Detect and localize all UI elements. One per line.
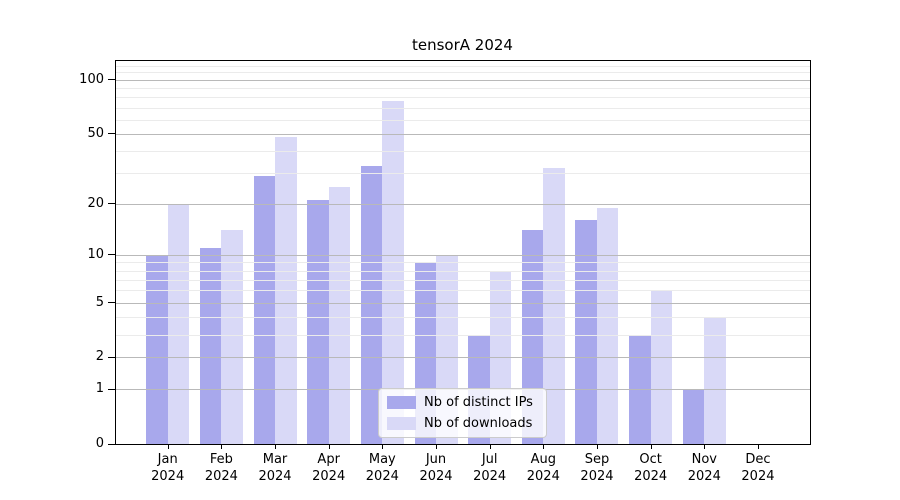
y-grid-minor bbox=[116, 150, 810, 152]
y-grid-major bbox=[116, 254, 810, 256]
y-tick-label: 50 bbox=[87, 125, 104, 141]
x-tick-mark bbox=[275, 444, 277, 449]
y-grid-minor bbox=[116, 279, 810, 281]
legend: Nb of distinct IPs Nb of downloads bbox=[378, 388, 547, 438]
bar-distinct-ips bbox=[253, 175, 276, 444]
y-grid-minor bbox=[116, 107, 810, 109]
x-tick-label: Dec 2024 bbox=[741, 452, 775, 484]
x-tick-mark bbox=[596, 444, 598, 449]
bar-downloads bbox=[596, 207, 619, 444]
x-tick-mark bbox=[489, 444, 491, 449]
y-grid-minor bbox=[116, 334, 810, 336]
x-tick-mark bbox=[167, 444, 169, 449]
y-grid-minor bbox=[116, 72, 810, 74]
y-grid-major bbox=[116, 357, 810, 359]
legend-item-downloads: Nb of downloads bbox=[387, 415, 538, 432]
y-tick-label: 0 bbox=[95, 436, 104, 451]
legend-label-distinct-ips: Nb of distinct IPs bbox=[424, 395, 533, 410]
x-tick-label: Mar 2024 bbox=[258, 452, 292, 484]
y-grid-minor bbox=[116, 270, 810, 272]
bar-distinct-ips bbox=[146, 254, 168, 444]
bar-distinct-ips bbox=[629, 334, 651, 444]
y-tick-label: 10 bbox=[87, 246, 104, 262]
y-tick-mark bbox=[108, 203, 115, 205]
legend-item-distinct-ips: Nb of distinct IPs bbox=[387, 394, 538, 411]
y-tick-mark bbox=[108, 443, 115, 445]
y-grid-major bbox=[116, 203, 810, 205]
x-tick-label: Jan 2024 bbox=[151, 452, 185, 484]
legend-swatch-distinct-ips bbox=[387, 396, 416, 409]
bar-downloads bbox=[221, 230, 243, 444]
x-tick-label: Feb 2024 bbox=[204, 452, 238, 484]
bar-downloads bbox=[650, 290, 673, 444]
x-tick-mark bbox=[543, 444, 545, 449]
x-tick-mark bbox=[328, 444, 330, 449]
x-tick-mark bbox=[382, 444, 384, 449]
y-grid-minor bbox=[116, 97, 810, 99]
y-grid-major bbox=[116, 302, 810, 304]
x-tick-label: Sep 2024 bbox=[580, 452, 614, 484]
chart-title: tensorA 2024 bbox=[412, 36, 513, 54]
bar-distinct-ips bbox=[199, 247, 222, 444]
y-tick-label: 100 bbox=[79, 71, 104, 87]
bar-distinct-ips bbox=[575, 220, 597, 444]
y-grid-minor bbox=[116, 290, 810, 292]
plot-area: Nb of distinct IPs Nb of downloads 0 1 2 5 1… bbox=[79, 60, 811, 484]
x-tick-label: Apr 2024 bbox=[312, 452, 346, 484]
x-tick-label: Oct 2024 bbox=[634, 452, 668, 484]
y-tick-label: 5 bbox=[95, 294, 104, 310]
x-tick-mark bbox=[436, 444, 437, 449]
x-tick-mark bbox=[650, 444, 652, 449]
x-tick-label: May 2024 bbox=[365, 452, 399, 484]
bar-distinct-ips bbox=[307, 200, 329, 444]
y-grid-minor bbox=[116, 173, 810, 175]
y-tick-mark bbox=[108, 133, 115, 135]
bar-downloads bbox=[704, 316, 726, 444]
y-grid-major bbox=[116, 133, 810, 135]
legend-swatch-downloads bbox=[387, 417, 416, 430]
x-tick-mark bbox=[704, 444, 706, 449]
y-tick-label: 20 bbox=[87, 195, 104, 211]
x-tick-mark bbox=[221, 444, 223, 449]
y-tick-mark bbox=[108, 388, 115, 390]
bar-downloads bbox=[167, 203, 190, 444]
y-grid-minor bbox=[116, 119, 810, 121]
y-tick-mark bbox=[108, 356, 115, 358]
bar-distinct-ips bbox=[360, 165, 383, 444]
y-tick-label: 1 bbox=[95, 381, 104, 397]
y-tick-label: 2 bbox=[95, 349, 104, 365]
x-tick-mark bbox=[757, 444, 759, 449]
y-grid-major bbox=[116, 79, 810, 81]
legend-label-downloads: Nb of downloads bbox=[424, 416, 533, 431]
y-tick-mark bbox=[108, 79, 115, 81]
x-tick-label: Jul 2024 bbox=[473, 452, 507, 484]
x-tick-label: Jun 2024 bbox=[419, 452, 453, 484]
y-grid-minor bbox=[116, 316, 810, 318]
x-tick-label: Aug 2024 bbox=[526, 452, 560, 484]
bar-downloads bbox=[328, 186, 351, 444]
y-grid-minor bbox=[116, 88, 810, 90]
y-tick-mark bbox=[108, 302, 115, 304]
bar-downloads bbox=[543, 168, 565, 444]
x-tick-label: Nov 2024 bbox=[687, 452, 721, 484]
y-tick-mark bbox=[108, 254, 115, 256]
y-grid-minor bbox=[116, 65, 810, 67]
bar-distinct-ips bbox=[682, 389, 705, 444]
y-grid-minor bbox=[116, 262, 810, 264]
